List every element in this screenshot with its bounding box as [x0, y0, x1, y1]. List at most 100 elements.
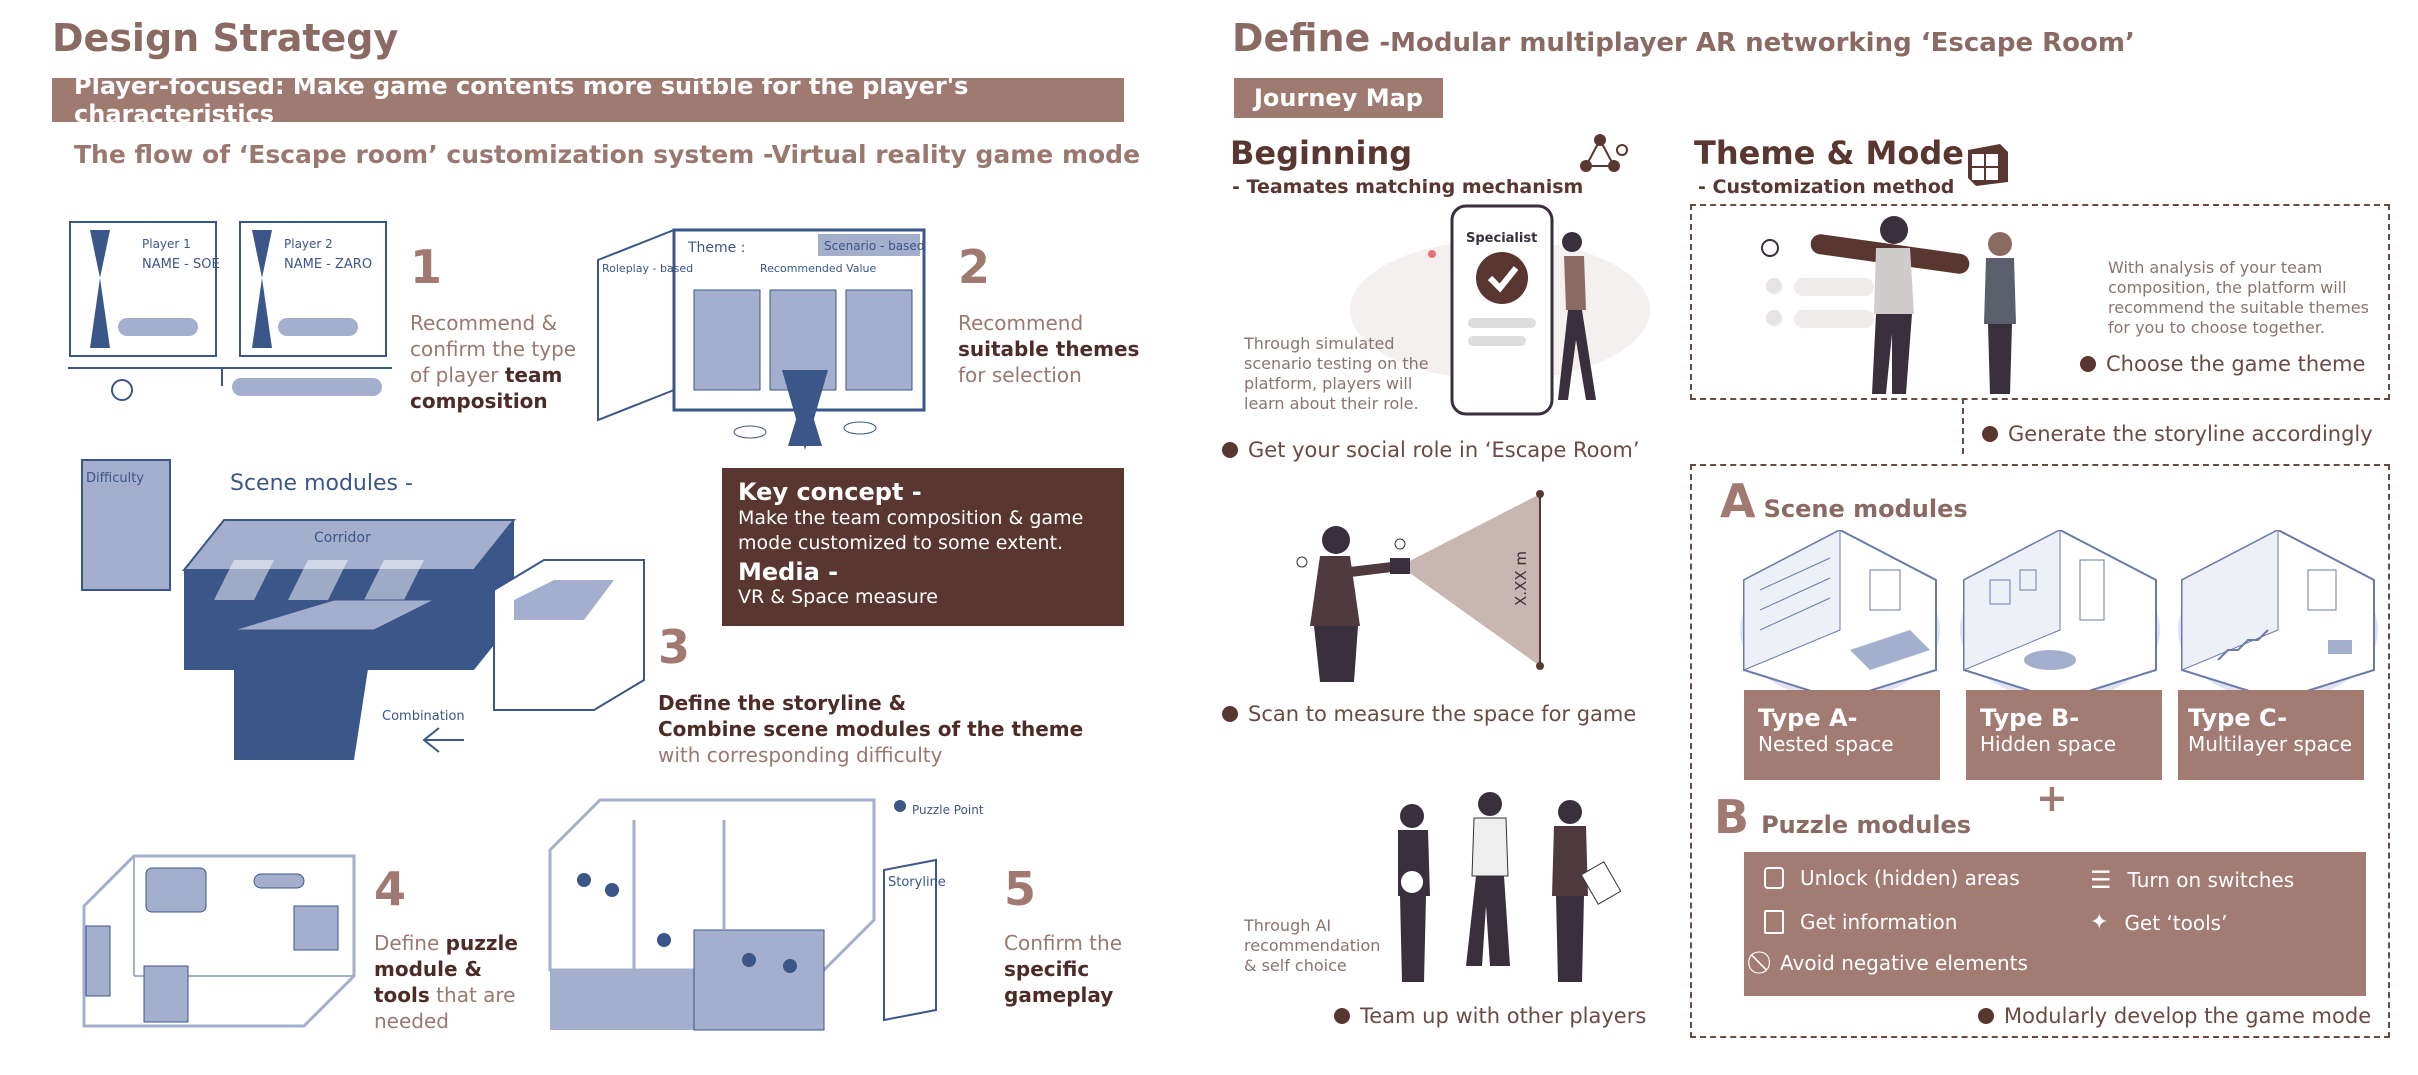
puzzle-tools-label: Get ‘tools’	[2124, 910, 2228, 935]
difficulty-text: Difficulty	[86, 471, 144, 486]
puzzle-unlock: Unlock (hidden) areas	[1764, 866, 2020, 890]
team-analysis-note: With analysis of your team composition, …	[2108, 258, 2369, 337]
lock-icon	[1764, 867, 1784, 889]
theme-dashed-box	[1690, 204, 2390, 400]
puzzle-switches: ☰ Turn on switches	[2090, 866, 2294, 894]
puzzle-avoid: ⃠ Avoid negative elements	[1764, 950, 2028, 975]
player-cards-sketch: Player 1 NAME - SOE Player 2 NAME - ZARO	[68, 221, 392, 401]
step-4-line1a: Define	[374, 931, 446, 955]
step-2-line2-bold: suitable themes	[958, 337, 1140, 361]
step-2-line3: for selection	[958, 363, 1082, 387]
scene-modules-sketch: Difficulty Scene modules - Corridor Comb…	[81, 459, 645, 760]
step-5-line3-bold: gameplay	[1004, 983, 1114, 1007]
storyline-text: Storyline	[888, 875, 946, 890]
combination-text: Combination	[382, 709, 465, 724]
player1-text: Player 1	[142, 237, 191, 251]
beginning-title: Beginning	[1230, 134, 1413, 172]
type-c-name: Type C-	[2188, 704, 2288, 732]
step-2-text: Recommend suitable themes for selection	[958, 310, 1139, 388]
type-c-card: Type C- Multilayer space	[2178, 690, 2364, 780]
define-title: Define -Modular multiplayer AR networkin…	[1232, 16, 2135, 60]
step-4-text: Define puzzle module & tools that are ne…	[374, 930, 518, 1034]
puzzle-modules-heading: B Puzzle modules	[1714, 790, 1971, 844]
plus-sign: +	[2036, 776, 2068, 820]
puzzle-letter: B	[1714, 790, 1750, 844]
define-title-sub: -Modular multiplayer AR networking ‘Esca…	[1370, 28, 2135, 58]
step-4-line4: needed	[374, 1009, 449, 1033]
type-c-room-illustration	[2178, 530, 2378, 700]
key-concept-heading: Key concept -	[738, 478, 922, 506]
specialist-text: Specialist	[1466, 231, 1537, 246]
ai-recommendation-note: Through AI recommendation & self choice	[1244, 916, 1381, 975]
social-role-label: Get your social role in ‘Escape Room’	[1222, 438, 1640, 462]
step-1-line4: composition	[410, 388, 576, 414]
scene-title: Scene modules	[1763, 495, 1968, 523]
bullet-dot	[1978, 1008, 1994, 1024]
step-3-line3: with corresponding difficulty	[658, 743, 943, 767]
key-concept-box: Key concept - Make the team composition …	[722, 468, 1124, 626]
puzzle-module-sketch	[82, 854, 356, 1028]
theme-mode-title: Theme & Mode	[1694, 134, 1964, 172]
scan-measure-label-text: Scan to measure the space for game	[1248, 702, 1637, 726]
type-a-name: Type A-	[1758, 704, 1858, 732]
team-up-label: Team up with other players	[1334, 1004, 1646, 1028]
type-a-room-illustration	[1740, 530, 1940, 700]
puzzle-point-text: Puzzle Point	[912, 803, 984, 817]
step-5-line1: Confirm the	[1004, 931, 1123, 955]
wand-icon: ✦	[2090, 910, 2109, 935]
bullet-dot	[2080, 356, 2096, 372]
puzzle-avoid-label: Avoid negative elements	[1780, 950, 2028, 975]
step-3-line2-bold: Combine scene modules of the theme	[658, 717, 1084, 741]
modules-dashed-box	[1690, 464, 2390, 1038]
corridor-text: Corridor	[314, 530, 371, 546]
team-up-illustration	[1398, 792, 1622, 982]
scene-modules-heading: A Scene modules	[1720, 474, 1968, 528]
flow-subtitle: The flow of ‘Escape room’ customization …	[74, 140, 1141, 169]
step-4-line3: tools that are	[374, 982, 518, 1008]
step-1-text: Recommend & confirm the type of player t…	[410, 310, 576, 414]
switch-icon: ☰	[2090, 866, 2112, 894]
choose-theme-label-text: Choose the game theme	[2106, 352, 2366, 376]
step-1-line2: confirm the type	[410, 337, 577, 361]
measure-text: X.XX m	[1512, 551, 1530, 606]
step-1-line3: of player team	[410, 362, 576, 388]
type-b-desc: Hidden space	[1980, 732, 2116, 756]
scene-modules-sketch-text: Scene modules -	[230, 471, 413, 496]
name2-text: NAME - ZARO	[284, 257, 372, 272]
choose-theme-label: Choose the game theme	[2080, 352, 2365, 376]
theme-choice-illustration	[1761, 216, 2016, 394]
scan-space-illustration: X.XX m	[1296, 490, 1544, 682]
puzzle-tools: ✦ Get ‘tools’	[2090, 910, 2227, 935]
step-3-line2: Combine scene modules of the theme	[658, 716, 1083, 742]
theme-selection-sketch: Scenario - based Theme : Roleplay - base…	[597, 228, 926, 450]
generate-storyline-label-text: Generate the storyline accordingly	[2008, 422, 2373, 446]
step-4-number: 4	[374, 862, 407, 916]
name1-text: NAME - SOE	[142, 257, 220, 272]
step-2-line2: suitable themes	[958, 336, 1139, 362]
type-b-room-illustration	[1960, 530, 2160, 700]
design-strategy-title: Design Strategy	[52, 16, 399, 60]
role-simulation-note: Through simulated scenario testing on th…	[1244, 334, 1429, 413]
step-2-line1: Recommend	[958, 311, 1084, 335]
team-up-label-text: Team up with other players	[1360, 1004, 1647, 1028]
step-5-line3: gameplay	[1004, 982, 1122, 1008]
specialist-phone-illustration: Specialist	[1350, 204, 1650, 416]
player2-text: Player 2	[284, 237, 333, 251]
connector-line	[1962, 398, 1964, 454]
step-3-line1-bold: Define the storyline &	[658, 691, 907, 715]
puzzle-title: Puzzle modules	[1761, 811, 1972, 839]
step-5-number: 5	[1004, 862, 1037, 916]
step-5-line2-bold: specific	[1004, 957, 1090, 981]
type-c-desc: Multilayer space	[2188, 732, 2353, 756]
puzzle-unlock-label: Unlock (hidden) areas	[1800, 866, 2020, 890]
theme-label-text: Theme :	[687, 240, 745, 256]
theme-mode-subtitle: - Customization method	[1698, 176, 1955, 198]
step-1-line1: Recommend &	[410, 311, 558, 335]
bullet-dot	[1222, 706, 1238, 722]
step-1-line3a: of player	[410, 363, 505, 387]
step-4-line1b: puzzle	[445, 931, 518, 955]
scene-letter: A	[1720, 474, 1756, 528]
step-4-line1: Define puzzle	[374, 930, 518, 956]
develop-game-mode-label-text: Modularly develop the game mode	[2004, 1004, 2372, 1028]
network-icon	[1580, 134, 1628, 172]
